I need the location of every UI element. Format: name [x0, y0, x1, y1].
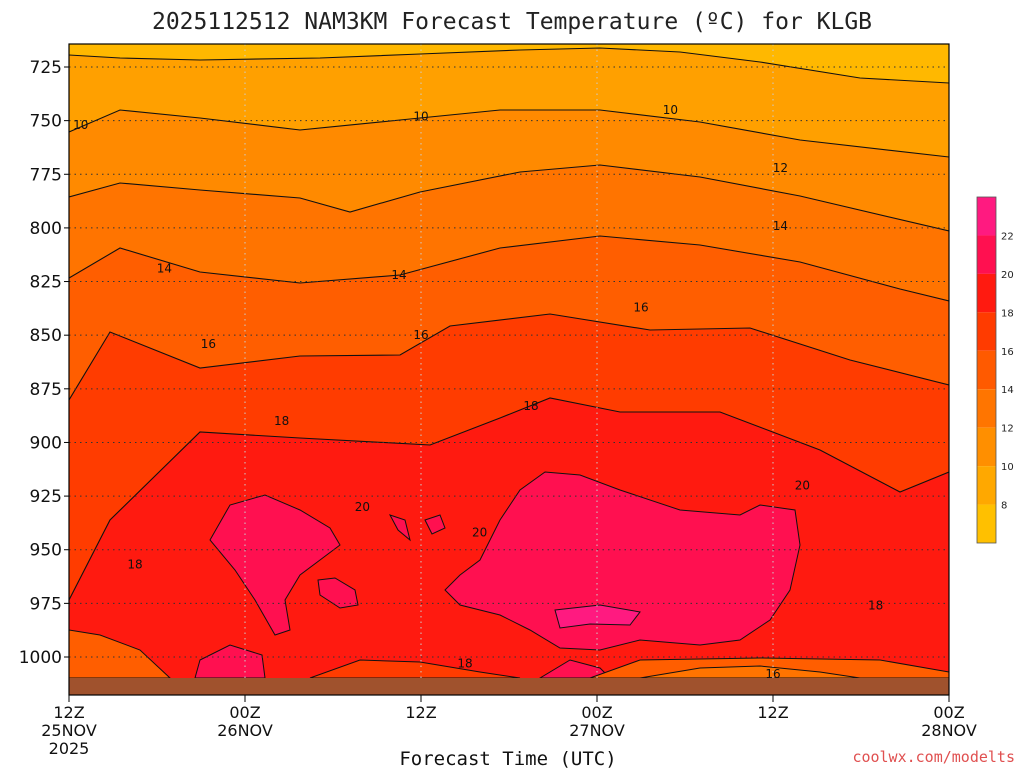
- temperature-band: [69, 314, 949, 600]
- y-tick-label: 750: [30, 112, 62, 132]
- colorbar-tick-label: 22: [1001, 231, 1014, 242]
- contour-line: [69, 164, 949, 232]
- x-tick-date: 25NOV: [41, 721, 97, 740]
- contour-region: [388, 514, 411, 542]
- temperature-band: [69, 110, 949, 231]
- contour-label: 20: [795, 478, 810, 492]
- plot-frame: [68, 43, 950, 696]
- colorbar-swatch: [977, 466, 996, 505]
- ground-strip: [69, 678, 949, 695]
- x-tick-year: 2025: [49, 739, 90, 758]
- x-tick-date: 26NOV: [217, 721, 273, 740]
- colorbar-swatch: [977, 312, 996, 351]
- x-tick-hour: 12Z: [53, 703, 84, 722]
- colorbar-swatch: [977, 389, 996, 428]
- y-tick-label: 850: [30, 326, 62, 346]
- y-tick-label: 800: [30, 219, 62, 239]
- warm-core-regions: [69, 471, 949, 678]
- x-tick-hour: 00Z: [229, 703, 260, 722]
- contour-label: 18: [274, 414, 289, 428]
- temperature-band: [69, 48, 949, 157]
- contour-line: [69, 235, 949, 302]
- x-tick-hour: 00Z: [581, 703, 612, 722]
- contour-label: 10: [73, 118, 88, 132]
- x-tick-hour: 12Z: [405, 703, 436, 722]
- contour-label: 18: [457, 656, 472, 670]
- y-tick-label: 825: [30, 273, 62, 293]
- contour-label: 14: [157, 262, 172, 276]
- contour-region: [194, 644, 266, 678]
- colorbar: 8 10 12 14 16 18 20 22: [976, 196, 1014, 544]
- colorbar-tick-label: 10: [1001, 462, 1014, 473]
- x-tick-hour: 00Z: [933, 703, 964, 722]
- colorbar-swatch: [977, 504, 996, 543]
- contour-label: 20: [472, 526, 487, 540]
- contour-line: [69, 313, 949, 401]
- x-tick-hour: 12Z: [757, 703, 788, 722]
- colorbar-swatch: [977, 273, 996, 313]
- contour-label: 14: [391, 268, 406, 282]
- y-tick-label: 950: [30, 541, 62, 561]
- contour-label: 14: [773, 219, 788, 233]
- temperature-band: [69, 236, 949, 400]
- x-tick-date: 27NOV: [569, 721, 625, 740]
- y-tick-label: 975: [30, 594, 62, 614]
- y-tick-label: 875: [30, 380, 62, 400]
- contour-label: 12: [773, 161, 788, 175]
- contour-label: 16: [633, 300, 648, 314]
- contour-region: [317, 577, 359, 609]
- y-tick-label: 725: [30, 58, 62, 78]
- y-tick-label: 1000: [19, 648, 62, 668]
- y-axis-ticks: 725 750 775 800 825 850 875 900 925 950 975 1000: [19, 58, 69, 668]
- colorbar-swatch: [977, 197, 996, 236]
- contour-label: 10: [663, 103, 678, 117]
- contour-region: [444, 471, 801, 651]
- contour-label: 16: [413, 328, 428, 342]
- contour-label: 18: [127, 558, 142, 572]
- colorbar-swatch: [977, 350, 996, 390]
- contour-label: 18: [523, 399, 538, 413]
- colorbar-swatch: [977, 235, 996, 274]
- x-axis-label: Forecast Time (UTC): [399, 748, 616, 768]
- contour-region: [424, 514, 446, 535]
- credit-text: coolwx.com/modelts: [852, 748, 1015, 766]
- contour-line: [69, 397, 949, 601]
- temperature-band: [69, 165, 949, 301]
- colorbar-tick-label: 12: [1001, 424, 1014, 435]
- chart-title: 2025112512 NAM3KM Forecast Temperature (…: [152, 9, 872, 35]
- y-tick-label: 775: [30, 165, 62, 185]
- colorbar-tick-label: 20: [1001, 270, 1014, 281]
- y-tick-label: 925: [30, 487, 62, 507]
- contour-line: [69, 47, 949, 84]
- contour-label: 18: [868, 599, 883, 613]
- colorbar-tick-label: 14: [1001, 385, 1014, 396]
- contour-labels: 10 10 10 12 14 14 14 16 16 16 16 18 18 18 18 18 20 20 20: [73, 103, 883, 681]
- colorbar-tick-label: 16: [1001, 347, 1014, 358]
- colorbar-frame: [976, 196, 997, 544]
- x-tick-date: 28NOV: [921, 721, 977, 740]
- contour-region: [309, 659, 521, 678]
- contour-region: [209, 494, 341, 636]
- contour-label: 16: [201, 337, 216, 351]
- colorbar-tick-label: 18: [1001, 308, 1014, 319]
- y-tick-label: 900: [30, 433, 62, 453]
- contour-label: 10: [413, 109, 428, 123]
- contour-label: 20: [355, 500, 370, 514]
- contour-region: [69, 629, 171, 678]
- contour-region: [539, 659, 611, 678]
- contour-label: 16: [765, 667, 780, 681]
- temperature-band: [69, 44, 949, 83]
- contour-line: [69, 109, 949, 158]
- colorbar-tick-label: 8: [1001, 501, 1007, 512]
- colorbar-swatch: [977, 427, 996, 467]
- contour-region: [639, 665, 861, 678]
